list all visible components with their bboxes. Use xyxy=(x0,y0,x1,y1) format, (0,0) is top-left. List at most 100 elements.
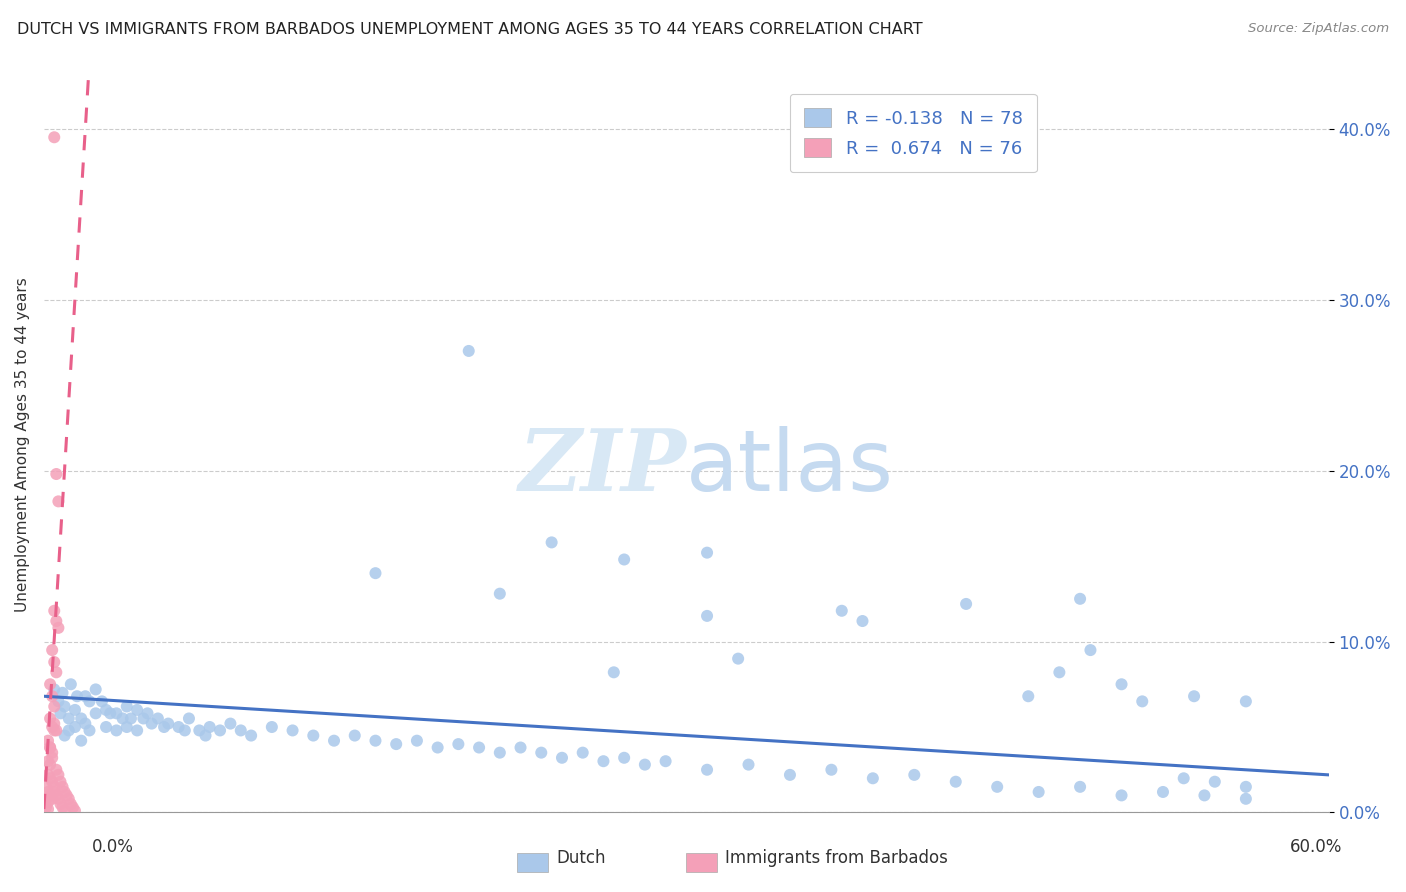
Point xyxy=(45,467,67,481)
Point xyxy=(1080,643,1102,657)
Point xyxy=(98,706,121,721)
Point xyxy=(49,797,72,811)
Point xyxy=(37,733,59,747)
Point xyxy=(136,706,159,721)
Point xyxy=(94,720,117,734)
Point xyxy=(44,604,66,618)
Point xyxy=(385,737,408,751)
Point xyxy=(84,682,107,697)
Point xyxy=(105,723,128,738)
Text: 60.0%: 60.0% xyxy=(1291,838,1343,856)
Point xyxy=(468,740,491,755)
Point xyxy=(75,690,97,704)
Point xyxy=(39,740,62,755)
Point xyxy=(44,785,66,799)
Point xyxy=(540,535,562,549)
Point xyxy=(613,552,636,566)
Point xyxy=(198,720,221,734)
Point xyxy=(831,604,853,618)
Point xyxy=(41,746,63,760)
Text: DUTCH VS IMMIGRANTS FROM BARBADOS UNEMPLOYMENT AMONG AGES 35 TO 44 YEARS CORRELA: DUTCH VS IMMIGRANTS FROM BARBADOS UNEMPL… xyxy=(17,22,922,37)
Point xyxy=(51,780,73,794)
Point xyxy=(84,706,107,721)
Point xyxy=(39,677,62,691)
Point xyxy=(426,740,449,755)
Legend: R = -0.138   N = 78, R =  0.674   N = 76: R = -0.138 N = 78, R = 0.674 N = 76 xyxy=(790,94,1038,172)
Point xyxy=(281,723,304,738)
Point xyxy=(39,789,62,803)
Point xyxy=(45,763,67,777)
Point xyxy=(173,723,195,738)
Point xyxy=(79,723,101,738)
Point xyxy=(53,785,76,799)
Point xyxy=(343,729,366,743)
Point xyxy=(571,746,593,760)
Point xyxy=(194,729,217,743)
Point xyxy=(986,780,1008,794)
Point xyxy=(779,768,801,782)
Point xyxy=(219,716,242,731)
Point xyxy=(167,720,190,734)
Point xyxy=(63,703,86,717)
Text: Immigrants from Barbados: Immigrants from Barbados xyxy=(725,849,949,867)
Point xyxy=(115,699,138,714)
Point xyxy=(44,716,66,731)
Point xyxy=(1111,677,1133,691)
Point xyxy=(115,720,138,734)
Point xyxy=(44,130,66,145)
Point xyxy=(37,754,59,768)
Point xyxy=(727,651,749,665)
Point xyxy=(41,690,63,704)
Point xyxy=(229,723,252,738)
Point xyxy=(39,757,62,772)
Text: 0.0%: 0.0% xyxy=(91,838,134,856)
Point xyxy=(35,780,58,794)
Point xyxy=(146,711,169,725)
Point xyxy=(49,774,72,789)
Point xyxy=(45,723,67,738)
Point xyxy=(44,780,66,794)
Point xyxy=(323,733,346,747)
Point xyxy=(457,343,479,358)
Point xyxy=(737,757,759,772)
Point xyxy=(105,706,128,721)
Point xyxy=(48,768,70,782)
Point xyxy=(1234,780,1257,794)
Point xyxy=(1204,774,1226,789)
Point xyxy=(177,711,200,725)
Point xyxy=(51,686,73,700)
Point xyxy=(603,665,626,680)
Point xyxy=(37,802,59,816)
Point xyxy=(111,711,134,725)
Point xyxy=(37,785,59,799)
Point xyxy=(903,768,925,782)
Point xyxy=(41,751,63,765)
Point xyxy=(44,699,66,714)
Point xyxy=(1130,694,1153,708)
Point xyxy=(48,694,70,708)
Point xyxy=(63,804,86,818)
Point xyxy=(955,597,977,611)
Point xyxy=(1234,694,1257,708)
Point xyxy=(851,614,873,628)
Point xyxy=(364,566,387,581)
Point xyxy=(75,716,97,731)
Point xyxy=(44,655,66,669)
Point xyxy=(90,694,112,708)
Point xyxy=(70,711,93,725)
Point xyxy=(39,711,62,725)
Point xyxy=(41,792,63,806)
Point xyxy=(488,587,510,601)
Point xyxy=(53,699,76,714)
Point xyxy=(51,800,73,814)
Text: Dutch: Dutch xyxy=(557,849,606,867)
Point xyxy=(48,621,70,635)
Point xyxy=(696,546,718,560)
Point xyxy=(1182,690,1205,704)
Point xyxy=(41,774,63,789)
Point xyxy=(551,751,574,765)
Point xyxy=(132,711,155,725)
Point xyxy=(1234,792,1257,806)
Point xyxy=(53,729,76,743)
Point xyxy=(48,494,70,508)
